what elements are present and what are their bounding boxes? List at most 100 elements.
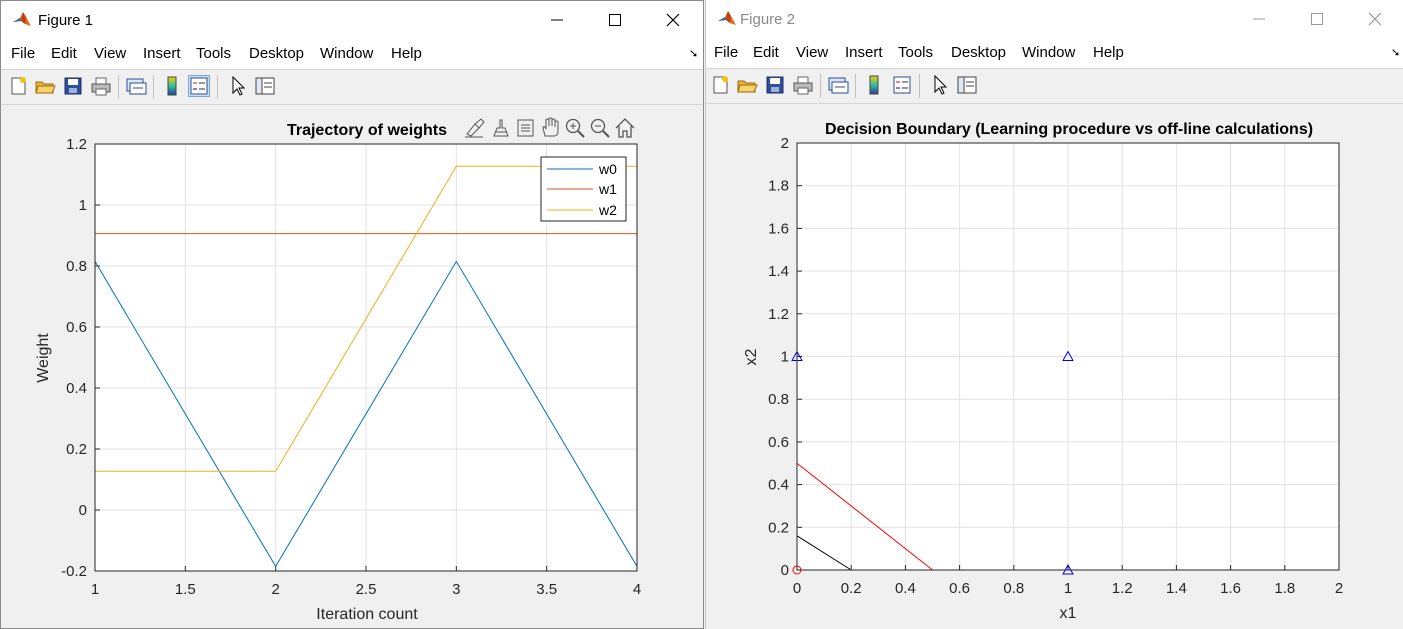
x-tick-label: 1.2: [1112, 580, 1133, 597]
data-tips-icon[interactable]: [493, 119, 509, 137]
legend[interactable]: w0 w1 w2: [540, 156, 627, 222]
close-icon: [666, 13, 680, 27]
property-inspector-icon[interactable]: [956, 74, 978, 96]
menu-window[interactable]: Window: [1022, 44, 1076, 61]
menu-edit[interactable]: Edit: [753, 44, 779, 61]
open-file-icon[interactable]: [736, 74, 758, 96]
new-figure-icon[interactable]: [709, 74, 731, 96]
menu-tools[interactable]: Tools: [196, 45, 232, 62]
y-tick-label: 1.8: [768, 178, 789, 195]
menu-edit[interactable]: Edit: [51, 45, 77, 62]
menu-view[interactable]: View: [796, 44, 829, 61]
menu-insert[interactable]: Insert: [143, 45, 181, 62]
plot-title: Trajectory of weights: [287, 122, 447, 139]
zoom-in-icon[interactable]: [565, 118, 585, 138]
menu-insert[interactable]: Insert: [845, 44, 883, 61]
title-bar[interactable]: Figure 2: [706, 0, 1403, 38]
menu-help[interactable]: Help: [391, 45, 422, 62]
close-button[interactable]: [1346, 0, 1403, 38]
x-tick-label: 1.6: [1220, 580, 1241, 597]
figure-2-window[interactable]: Figure 2 File Edit View Insert Tools Des…: [705, 0, 1403, 629]
axes-trajectory-of-weights[interactable]: 1 1.5 2 2.5 3 3.5 4 -0.2 0 0.2 0.4 0.6 0.8 1 1.2 Traj…: [1, 104, 703, 628]
x-tick-label: 1.4: [1166, 580, 1187, 597]
insert-legend-icon[interactable]: [891, 74, 913, 96]
maximize-button[interactable]: [1288, 0, 1346, 38]
figure-1-window[interactable]: Figure 1 File Edit View Insert Tools Des…: [0, 0, 704, 629]
menu-file[interactable]: File: [11, 45, 36, 62]
x-tick-label: 1.8: [1274, 580, 1295, 597]
window-title: Figure 2: [740, 11, 796, 28]
edit-plot-arrow-icon[interactable]: [929, 74, 951, 96]
title-bar[interactable]: Figure 1: [1, 1, 703, 39]
x-tick-label: 2: [1335, 580, 1343, 597]
minimize-icon: [1253, 18, 1265, 20]
menu-file[interactable]: File: [714, 44, 739, 61]
x-tick-label: 1: [1064, 580, 1072, 597]
new-figure-icon[interactable]: [7, 75, 29, 97]
y-tick-labels: 0 0.2 0.4 0.6 0.8 1 1.2 1.4 1.6 1.8 2: [768, 135, 789, 579]
matlab-logo-icon: [718, 11, 736, 25]
open-file-icon[interactable]: [34, 75, 56, 97]
menu-tools[interactable]: Tools: [898, 44, 934, 61]
figure-toolbar: [706, 68, 1403, 104]
legend-label-w0: w0: [598, 161, 617, 177]
learning-boundary-line: [796, 462, 933, 571]
save-icon[interactable]: [62, 75, 84, 97]
legend-label-w1: w1: [598, 181, 617, 197]
y-tick-label: 0.4: [66, 380, 87, 397]
insert-colorbar-icon[interactable]: [161, 75, 183, 97]
edit-plot-arrow-icon[interactable]: [227, 75, 249, 97]
x-tick-label: 1.5: [175, 581, 196, 598]
x-tick-label: 4: [633, 581, 641, 598]
axes-box: [94, 143, 638, 572]
insert-colorbar-icon[interactable]: [863, 74, 885, 96]
plot-title: Decision Boundary (Learning procedure vs…: [825, 121, 1313, 138]
insert-legend-icon[interactable]: [188, 75, 210, 97]
menu-desktop[interactable]: Desktop: [249, 45, 305, 62]
x-axis-label: x1: [1060, 605, 1077, 622]
print-icon[interactable]: [792, 74, 814, 96]
minimize-button[interactable]: [528, 1, 586, 39]
property-inspector-icon[interactable]: [254, 75, 276, 97]
y-axis-label: x2: [743, 348, 760, 365]
y-tick-label: 0.8: [66, 258, 87, 275]
dock-arrow-icon[interactable]: ➘: [689, 48, 699, 60]
close-button[interactable]: [644, 1, 702, 39]
toolbar-separator: [855, 74, 856, 98]
y-tick-labels: -0.2 0 0.2 0.4 0.6 0.8 1 1.2: [61, 136, 87, 580]
menu-window[interactable]: Window: [320, 45, 374, 62]
class-1-triangle-marker: [1062, 350, 1074, 361]
menu-view[interactable]: View: [94, 45, 127, 62]
x-tick-labels: 0 0.2 0.4 0.6 0.8 1 1.2 1.4 1.6 1.8 2: [793, 580, 1343, 597]
y-tick-label: 0.4: [768, 477, 789, 494]
figure-toolbar: [1, 69, 703, 105]
maximize-button[interactable]: [586, 1, 644, 39]
rotate-icon[interactable]: [517, 119, 534, 137]
menu-desktop[interactable]: Desktop: [951, 44, 1007, 61]
link-plot-icon[interactable]: [827, 74, 849, 96]
axes-decision-boundary[interactable]: 0 0.2 0.4 0.6 0.8 1 1.2 1.4 1.6 1.8 2 0 0.2 0.4 0.6 0.…: [706, 103, 1403, 627]
home-icon[interactable]: [615, 118, 635, 138]
toolbar-separator: [217, 75, 218, 99]
matlab-logo-icon: [13, 12, 31, 26]
save-icon[interactable]: [764, 74, 786, 96]
x-tick-labels: 1 1.5 2 2.5 3 3.5 4: [91, 581, 641, 598]
pan-icon[interactable]: [542, 117, 559, 137]
minimize-button[interactable]: [1230, 0, 1288, 38]
close-icon: [1368, 12, 1382, 26]
x-tick-label: 0: [793, 580, 801, 597]
legend-label-w2: w2: [598, 202, 617, 218]
print-icon[interactable]: [90, 75, 112, 97]
brush-icon[interactable]: [465, 118, 485, 138]
zoom-out-icon[interactable]: [590, 118, 610, 138]
menu-bar: File Edit View Insert Tools Desktop Wind…: [1, 39, 703, 69]
x-tick-label: 3: [452, 581, 460, 598]
menu-help[interactable]: Help: [1093, 44, 1124, 61]
x-tick-label: 0.2: [841, 580, 862, 597]
y-tick-label: 0.6: [768, 434, 789, 451]
axes-box: [796, 142, 1340, 571]
link-plot-icon[interactable]: [125, 75, 147, 97]
dock-arrow-icon[interactable]: ➘: [1391, 47, 1401, 59]
y-tick-label: -0.2: [61, 563, 87, 580]
x-tick-label: 3.5: [536, 581, 557, 598]
